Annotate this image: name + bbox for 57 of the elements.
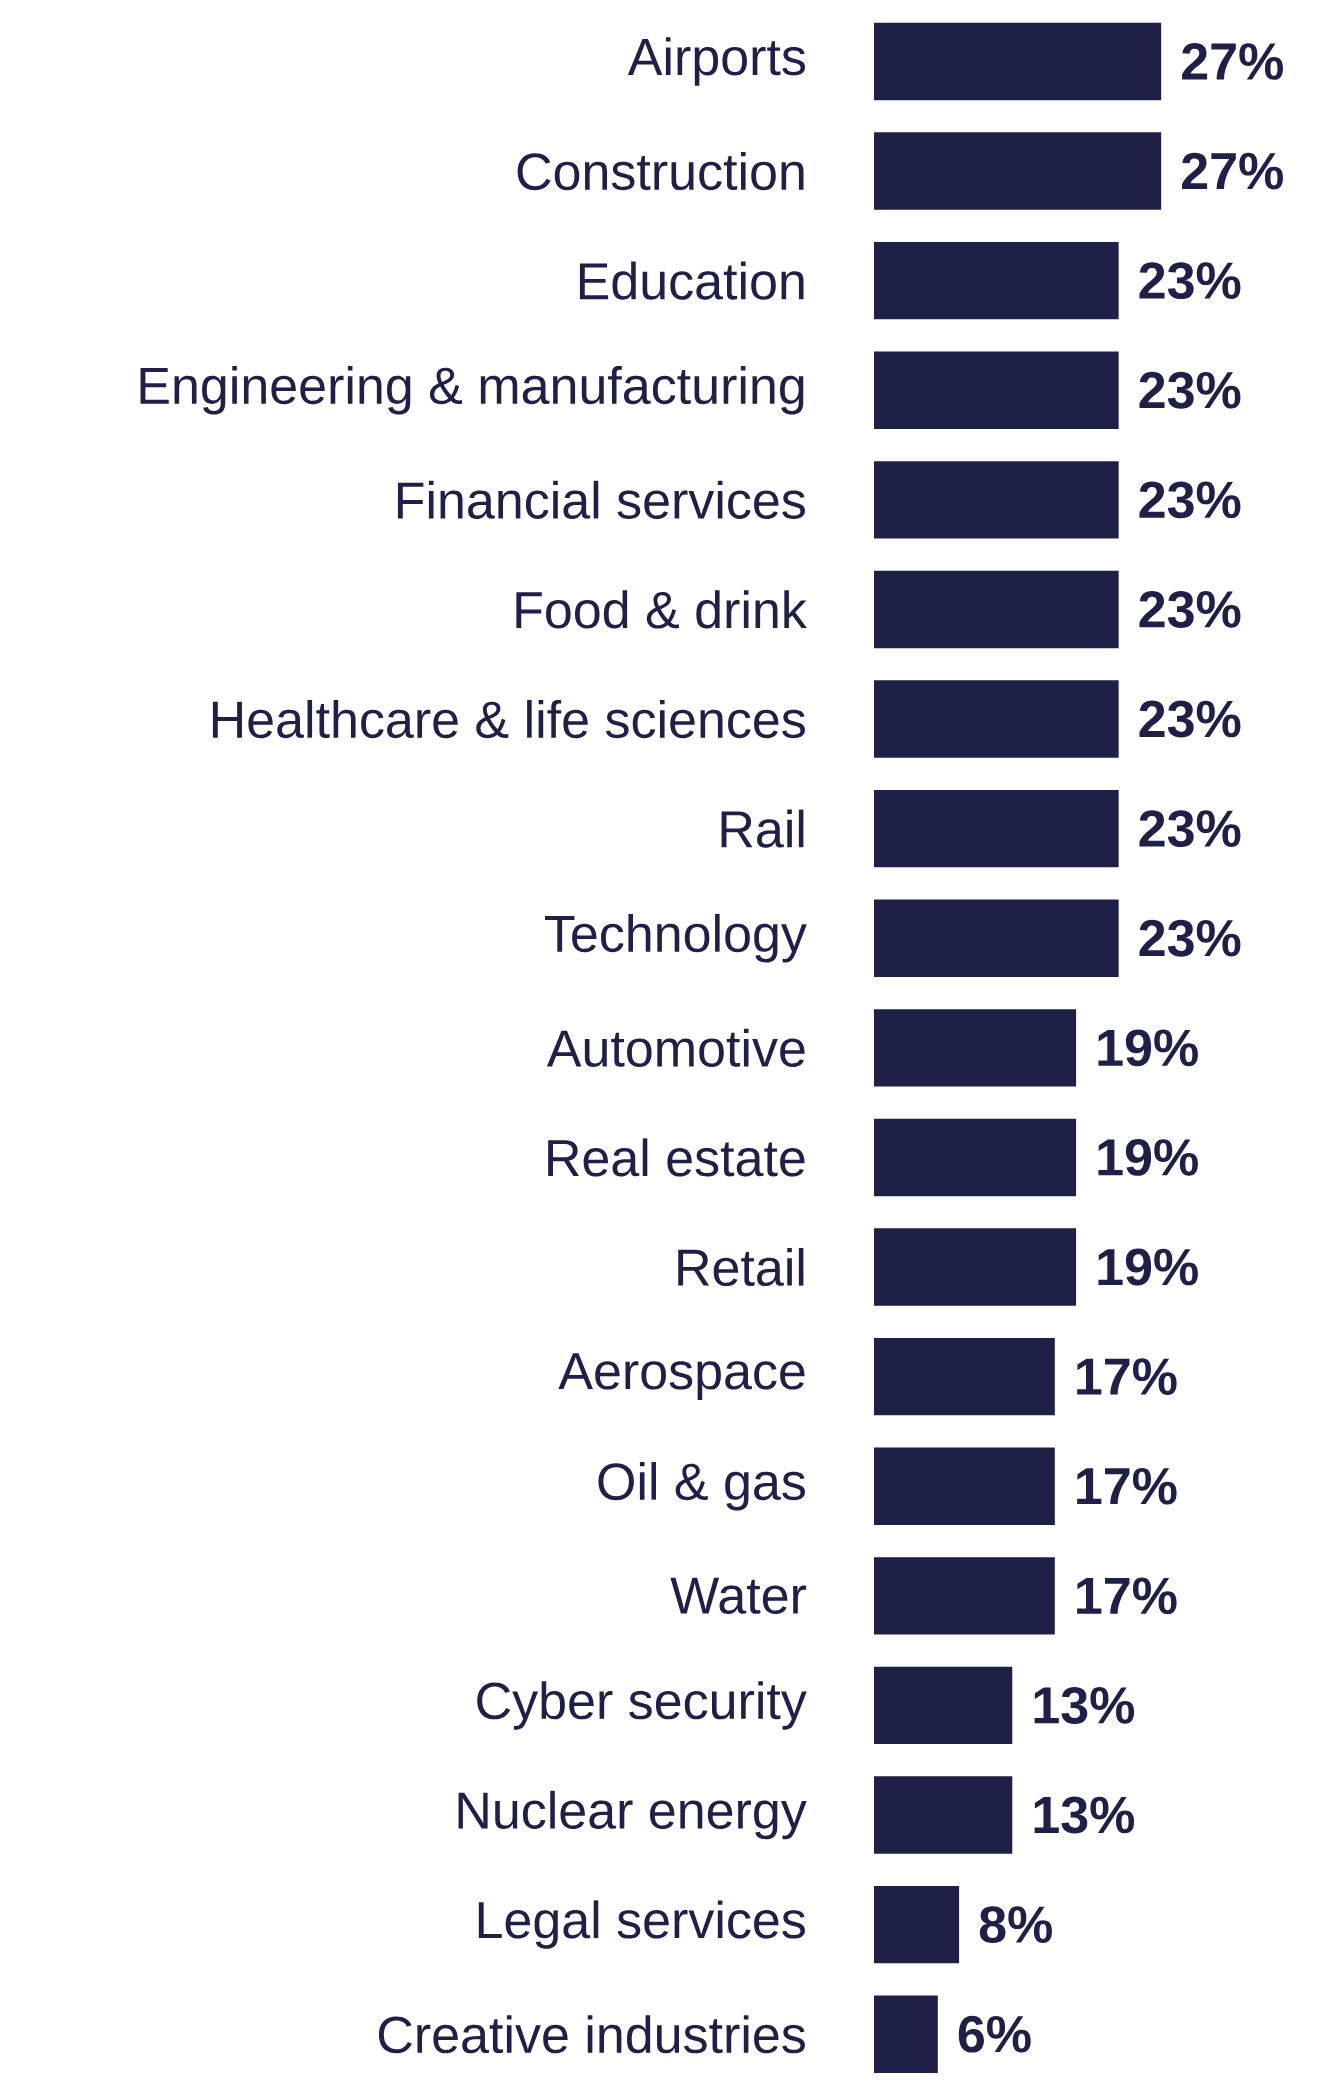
y-tick-label: Food & drink: [516, 590, 807, 629]
bar: [873, 680, 1119, 758]
data-label: 17%: [1077, 1467, 1177, 1505]
bar: [873, 241, 1119, 320]
y-tick-label: Education: [579, 261, 804, 300]
y-tick-label: Retail: [678, 1247, 804, 1287]
y-tick-label: Aerospace: [558, 1353, 805, 1400]
bar: [873, 1118, 1077, 1197]
bar: [873, 1557, 1055, 1635]
bar: [873, 1447, 1055, 1525]
bar: [873, 1885, 960, 1964]
y-tick-label: Nuclear energy: [458, 1790, 807, 1840]
data-label: 19%: [1098, 1248, 1198, 1286]
bar: [873, 22, 1162, 101]
bar: [873, 461, 1119, 539]
bar: [873, 1666, 1013, 1745]
data-label: 27%: [1182, 152, 1283, 190]
data-label: 13%: [1034, 1686, 1135, 1724]
data-label: 23%: [1139, 371, 1241, 409]
y-tick-label: Creative industries: [378, 2015, 805, 2054]
bar: [873, 1228, 1077, 1306]
data-label: 23%: [1139, 919, 1241, 957]
y-tick-label: Engineering & manufacturing: [140, 366, 804, 415]
y-tick-label: Real estate: [548, 1138, 805, 1177]
data-label: 17%: [1077, 1577, 1177, 1615]
bar: [873, 899, 1119, 977]
data-label: 23%: [1139, 481, 1241, 519]
y-tick-label: Water: [670, 1577, 807, 1614]
data-label: 17%: [1077, 1358, 1177, 1395]
bar: [873, 1776, 1013, 1854]
y-tick-label: Technology: [545, 914, 807, 963]
data-label: 23%: [1139, 700, 1241, 738]
y-tick-label: Rail: [721, 809, 804, 848]
y-tick-label: Cyber security: [477, 1681, 807, 1730]
data-label: 23%: [1139, 590, 1241, 628]
bar: [873, 351, 1119, 429]
data-label: 23%: [1139, 262, 1241, 300]
bar: [873, 1995, 938, 2073]
data-label: 27%: [1182, 43, 1283, 80]
bar: [873, 132, 1162, 210]
y-tick-label: Oil & gas: [598, 1462, 805, 1511]
y-tick-label: Construction: [517, 151, 804, 191]
data-label: 6%: [958, 2015, 1031, 2053]
data-label: 8%: [979, 1906, 1052, 1944]
bar: [873, 1337, 1055, 1416]
y-tick-label: Financial services: [397, 480, 805, 519]
data-label: 19%: [1098, 1139, 1198, 1176]
y-tick-label: Healthcare & life sciences: [212, 699, 805, 739]
bar: [873, 570, 1119, 649]
data-label: 19%: [1098, 1029, 1198, 1067]
y-tick-label: Legal services: [478, 1900, 805, 1949]
bar: [873, 789, 1119, 868]
data-label: 13%: [1034, 1796, 1135, 1834]
bar: [873, 1009, 1077, 1087]
y-tick-label: Automotive: [546, 1028, 805, 1067]
data-label: 23%: [1139, 810, 1241, 848]
y-tick-label: Airports: [627, 37, 806, 86]
